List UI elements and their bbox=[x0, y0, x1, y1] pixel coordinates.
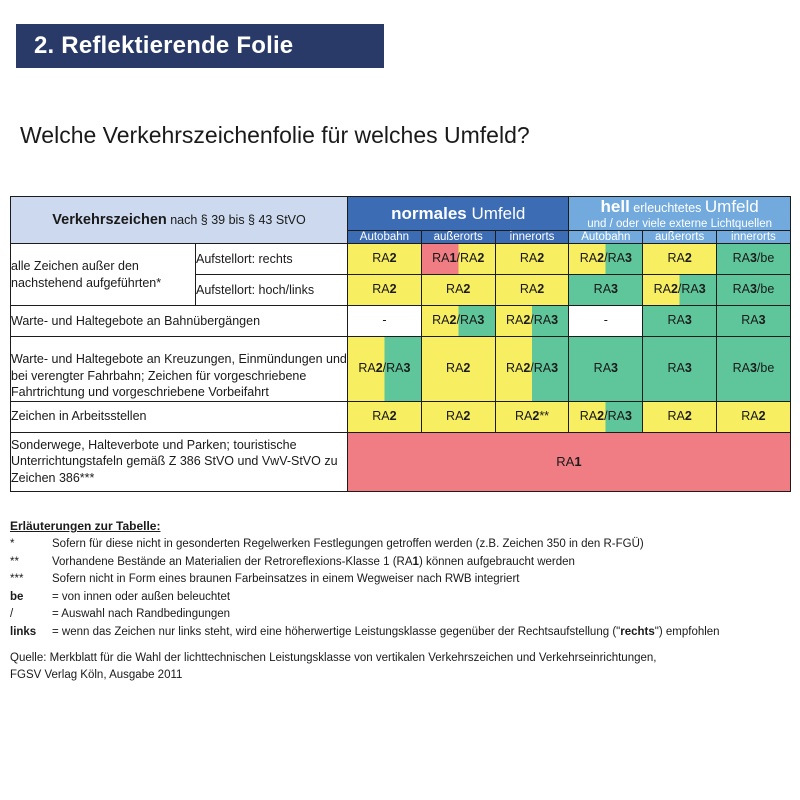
data-cell: RA2 bbox=[347, 243, 422, 275]
data-cell: RA3/be bbox=[716, 274, 791, 306]
data-cell: RA3/be bbox=[716, 336, 791, 402]
note-key: be bbox=[10, 590, 24, 603]
note-key: ** bbox=[10, 555, 19, 568]
data-cell: RA2/RA3 bbox=[494, 336, 570, 402]
note-text: = Auswahl nach Randbedingungen bbox=[52, 608, 231, 620]
data-cell: RA2 bbox=[420, 400, 496, 433]
source-line-1: Quelle: Merkblatt für die Wahl der licht… bbox=[10, 652, 657, 664]
data-cell: RA2/RA3 bbox=[642, 274, 718, 306]
traffic-sign-film-table: Verkehrszeichen nach § 39 bis § 43 StVO n… bbox=[9, 196, 791, 492]
data-cell: RA1/RA2 bbox=[420, 243, 496, 275]
data-cell: RA2 bbox=[642, 400, 718, 433]
data-cell: RA3/be bbox=[716, 243, 791, 275]
table-notes: Erläuterungen zur Tabelle: * Sofern für d… bbox=[10, 520, 790, 644]
corner-title: Verkehrszeichen bbox=[52, 212, 167, 228]
data-cell-merged: RA1 bbox=[347, 431, 791, 492]
data-cell: - bbox=[347, 305, 422, 337]
note-text: Sofern nicht in Form eines braunen Farbe… bbox=[52, 573, 520, 585]
row-label: Zeichen in Arbeitsstellen bbox=[9, 400, 349, 433]
traffic-sign-film-table-wrapper: Verkehrszeichen nach § 39 bis § 43 StVO n… bbox=[9, 196, 791, 492]
row-label: Warte- und Haltegebote an Bahnübergängen bbox=[9, 305, 349, 337]
note-key: links bbox=[10, 625, 37, 638]
note-text: = von innen oder außen beleuchtet bbox=[52, 590, 231, 603]
data-cell: RA3 bbox=[568, 274, 644, 306]
column-header-normales-autobahn: Autobahn bbox=[347, 230, 422, 244]
row-sublabel: Aufstellort: rechts bbox=[194, 243, 349, 275]
data-cell: RA3 bbox=[642, 336, 718, 402]
data-cell: - bbox=[568, 305, 644, 337]
column-header-hell-innerorts: innerorts bbox=[716, 230, 791, 244]
group-header-hell-umfeld: hell erleuchtetes Umfeld und / oder viele… bbox=[568, 196, 791, 231]
source-reference: Quelle: Merkblatt für die Wahl der licht… bbox=[10, 650, 790, 683]
row-sublabel: Aufstellort: hoch/links bbox=[194, 274, 349, 306]
data-cell: RA2 bbox=[420, 336, 496, 402]
notes-title: Erläuterungen zur Tabelle: bbox=[10, 519, 161, 533]
group-header-normales-umfeld: normales Umfeld bbox=[347, 196, 570, 231]
note-item: ** Vorhandene Bestände an Materialien der… bbox=[10, 555, 790, 569]
note-item: / = Auswahl nach Randbedingungen bbox=[10, 608, 790, 621]
note-text: = wenn das Zeichen nur links steht, wird… bbox=[52, 625, 720, 638]
column-header-normales-ausserorts: außerorts bbox=[420, 230, 496, 244]
data-cell: RA2 bbox=[494, 274, 570, 306]
note-item: links = wenn das Zeichen nur links steht,… bbox=[10, 625, 790, 639]
data-cell: RA2/RA3 bbox=[568, 400, 644, 433]
table-corner-header: Verkehrszeichen nach § 39 bis § 43 StVO bbox=[9, 196, 349, 244]
table-header-row-columns: Autobahn außerorts innerorts Autobahn außero… bbox=[11, 230, 791, 244]
data-cell: RA2 bbox=[716, 400, 791, 433]
data-cell: RA3 bbox=[642, 305, 718, 337]
data-cell: RA3 bbox=[568, 336, 644, 402]
slide-subtitle: Welche Verkehrszeichenfolie für welches … bbox=[20, 122, 530, 148]
source-line-2: FGSV Verlag Köln, Ausgabe 2011 bbox=[10, 668, 183, 681]
table-row: Warte- und Haltegebote an Bahnübergängen… bbox=[9, 305, 791, 337]
note-key: / bbox=[10, 608, 14, 620]
note-key: *** bbox=[10, 573, 24, 585]
table-row: Sonderwege, Halteverbote und Parken; tou… bbox=[9, 431, 791, 492]
note-text: Vorhandene Bestände an Materialien der R… bbox=[52, 555, 575, 568]
data-cell: RA2/RA3 bbox=[568, 243, 644, 275]
table-row: Zeichen in Arbeitsstellen RA2 RA2 RA2** RA2/… bbox=[9, 400, 791, 433]
data-cell: RA2 bbox=[642, 243, 718, 275]
corner-subtitle: nach § 39 bis § 43 StVO bbox=[166, 213, 306, 227]
data-cell: RA2 bbox=[347, 400, 422, 433]
note-item: be = von innen oder außen beleuchtet bbox=[10, 590, 790, 604]
data-cell: RA2 bbox=[420, 274, 496, 306]
page-title: 2. Reflektierende Folie bbox=[34, 32, 294, 59]
note-key: * bbox=[10, 538, 15, 550]
row-label: Sonderwege, Halteverbote und Parken; tou… bbox=[9, 431, 349, 492]
data-cell: RA2 bbox=[347, 274, 422, 306]
note-text: Sofern für diese nicht in gesonderten Re… bbox=[52, 538, 644, 550]
row-label: alle Zeichen außer den nachstehend aufge… bbox=[10, 243, 196, 306]
note-item: * Sofern für diese nicht in gesonderten R… bbox=[10, 538, 790, 551]
column-header-hell-ausserorts: außerorts bbox=[642, 230, 718, 244]
data-cell: RA3 bbox=[716, 305, 791, 337]
data-cell: RA2** bbox=[494, 400, 570, 433]
data-cell: RA2/RA3 bbox=[494, 305, 570, 337]
note-item: *** Sofern nicht in Form eines braunen Fa… bbox=[10, 573, 790, 586]
table-row: alle Zeichen außer den nachstehend aufge… bbox=[10, 243, 791, 306]
data-cell: RA2 bbox=[494, 243, 570, 275]
column-header-hell-autobahn: Autobahn bbox=[568, 230, 644, 244]
table-row: Aufstellort: hoch/links RA2 RA2 RA2 RA3 RA2/R… bbox=[11, 274, 791, 306]
row-label: Warte- und Haltegebote an Kreuzungen, Ei… bbox=[9, 336, 349, 402]
data-cell: RA2/RA3 bbox=[347, 336, 422, 402]
table-row: Warte- und Haltegebote an Kreuzungen, Ei… bbox=[9, 336, 791, 402]
data-cell: RA2/RA3 bbox=[420, 305, 496, 337]
slide-title-bar: 2. Reflektierende Folie bbox=[16, 24, 384, 68]
column-header-normales-innerorts: innerorts bbox=[494, 230, 570, 244]
table-header-row-groups: Verkehrszeichen nach § 39 bis § 43 StVO n… bbox=[9, 196, 791, 244]
